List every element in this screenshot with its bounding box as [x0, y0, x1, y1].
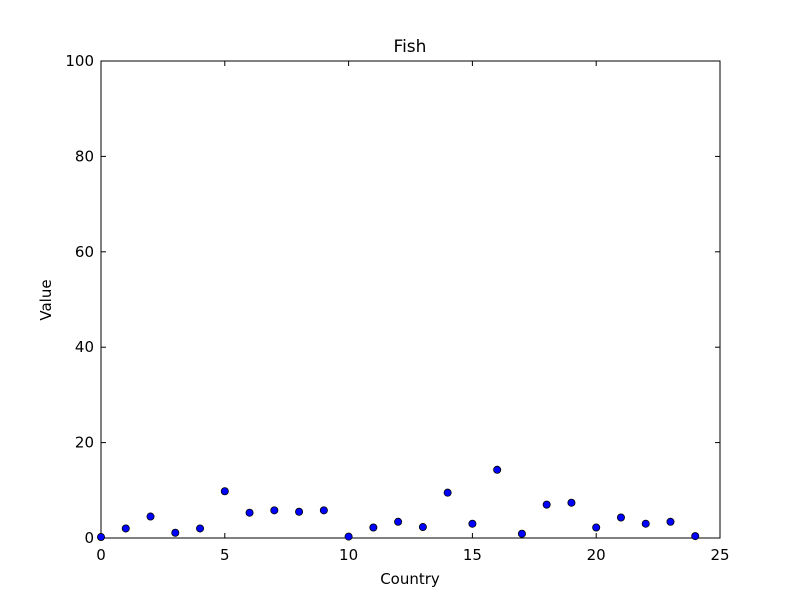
data-point [369, 523, 378, 532]
data-point [146, 512, 155, 521]
y-tick-label: 80 [75, 147, 94, 165]
data-point [443, 488, 452, 497]
y-axis-label: Value [37, 279, 55, 320]
data-point [344, 532, 353, 541]
data-point [97, 533, 106, 542]
data-point [691, 532, 700, 541]
data-point [493, 465, 502, 474]
y-tick-label: 40 [75, 338, 94, 356]
chart-title: Fish [394, 37, 427, 57]
data-point [196, 524, 205, 533]
x-tick-label: 25 [710, 546, 729, 564]
data-point [418, 523, 427, 532]
data-point [171, 528, 180, 537]
data-points [97, 465, 700, 542]
x-tick-label: 5 [220, 546, 230, 564]
data-point [542, 500, 551, 509]
data-point [641, 519, 650, 528]
data-point [666, 517, 675, 526]
data-point [270, 506, 279, 515]
y-tick-label: 20 [75, 434, 94, 452]
x-tick-label: 0 [96, 546, 106, 564]
y-tick-label: 100 [65, 52, 94, 70]
data-point [121, 524, 130, 533]
data-point [394, 517, 403, 526]
x-tick-label: 15 [463, 546, 482, 564]
x-axis-label: Country [380, 570, 440, 588]
plot-frame [100, 60, 721, 539]
data-point [517, 529, 526, 538]
x-tick-label: 20 [587, 546, 606, 564]
data-point [468, 519, 477, 528]
data-point [592, 523, 601, 532]
data-point [616, 513, 625, 522]
data-point [319, 506, 328, 515]
axis-ticks: 0 5 10 15 20 25 0 20 40 60 80 100 [65, 52, 729, 564]
data-point [245, 508, 254, 517]
data-point [220, 487, 229, 496]
x-tick-label: 10 [339, 546, 358, 564]
y-tick-label: 0 [84, 529, 94, 547]
data-point [295, 507, 304, 516]
data-point [567, 498, 576, 507]
y-tick-label: 60 [75, 243, 94, 261]
